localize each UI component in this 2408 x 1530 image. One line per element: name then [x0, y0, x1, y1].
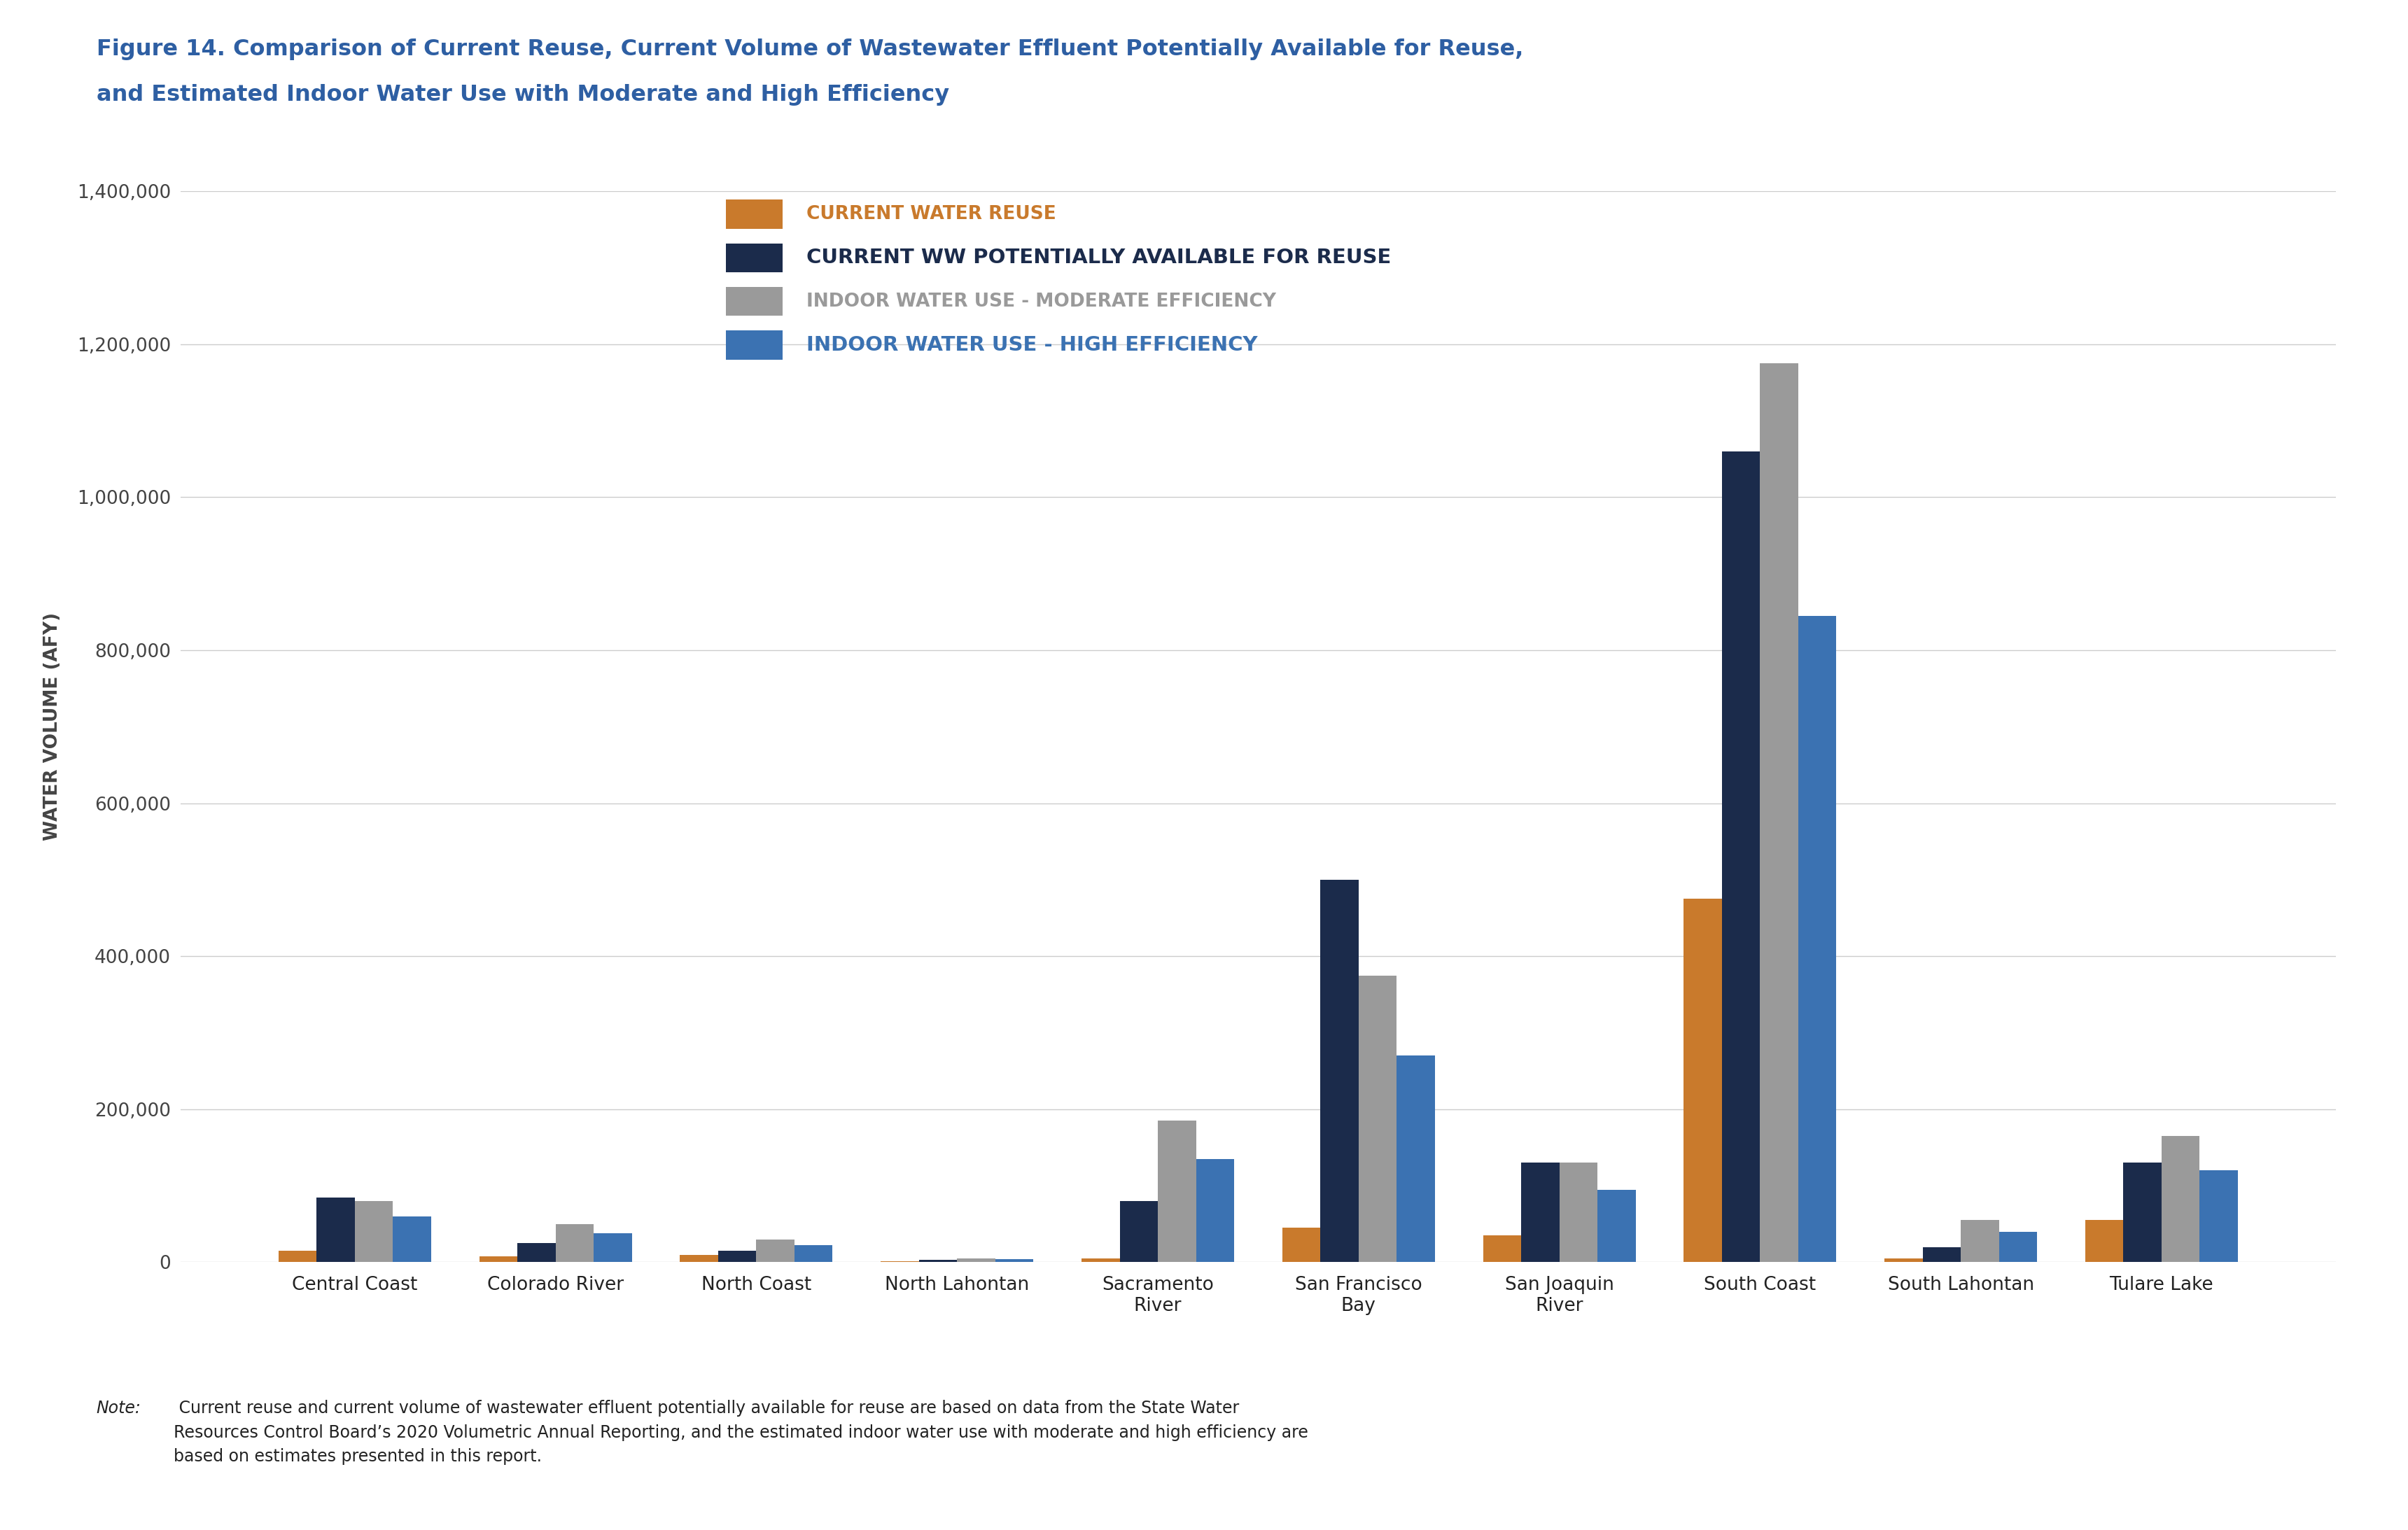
- Bar: [1799, 615, 1837, 1262]
- Bar: [1597, 1190, 1635, 1262]
- Bar: [1397, 1056, 1435, 1262]
- Bar: [393, 1216, 431, 1262]
- Bar: [956, 1258, 995, 1262]
- Bar: [2162, 1135, 2199, 1262]
- Bar: [1922, 1247, 1960, 1262]
- Bar: [727, 286, 783, 315]
- Y-axis label: WATER VOLUME (AFY): WATER VOLUME (AFY): [43, 612, 60, 842]
- Bar: [1158, 1120, 1197, 1262]
- Bar: [2199, 1170, 2237, 1262]
- Bar: [479, 1256, 518, 1262]
- Bar: [595, 1233, 631, 1262]
- Bar: [318, 1196, 354, 1262]
- Bar: [2124, 1163, 2162, 1262]
- Bar: [1320, 880, 1358, 1262]
- Text: INDOOR WATER USE - HIGH EFFICIENCY: INDOOR WATER USE - HIGH EFFICIENCY: [807, 335, 1257, 355]
- Bar: [1960, 1219, 1999, 1262]
- Bar: [920, 1259, 956, 1262]
- Bar: [727, 199, 783, 228]
- Bar: [727, 243, 783, 272]
- Bar: [679, 1255, 718, 1262]
- Bar: [1760, 363, 1799, 1262]
- Bar: [556, 1224, 595, 1262]
- Text: Figure 14. Comparison of Current Reuse, Current Volume of Wastewater Effluent Po: Figure 14. Comparison of Current Reuse, …: [96, 38, 1524, 60]
- Text: Note:: Note:: [96, 1400, 142, 1417]
- Bar: [756, 1239, 795, 1262]
- Bar: [795, 1245, 833, 1262]
- Bar: [354, 1201, 393, 1262]
- Text: Current reuse and current volume of wastewater effluent potentially available fo: Current reuse and current volume of wast…: [173, 1400, 1308, 1464]
- Bar: [1358, 976, 1397, 1262]
- Bar: [727, 330, 783, 360]
- Bar: [1683, 898, 1722, 1262]
- Bar: [1081, 1258, 1120, 1262]
- Text: CURRENT WATER REUSE: CURRENT WATER REUSE: [807, 205, 1057, 223]
- Text: INDOOR WATER USE - MODERATE EFFICIENCY: INDOOR WATER USE - MODERATE EFFICIENCY: [807, 292, 1276, 311]
- Bar: [279, 1250, 318, 1262]
- Bar: [1999, 1232, 2037, 1262]
- Bar: [1197, 1160, 1233, 1262]
- Bar: [1283, 1227, 1320, 1262]
- Bar: [1560, 1163, 1597, 1262]
- Bar: [1120, 1201, 1158, 1262]
- Bar: [1483, 1235, 1522, 1262]
- Bar: [718, 1250, 756, 1262]
- Text: and Estimated Indoor Water Use with Moderate and High Efficiency: and Estimated Indoor Water Use with Mode…: [96, 84, 949, 106]
- Bar: [1522, 1163, 1560, 1262]
- Bar: [2085, 1219, 2124, 1262]
- Bar: [1885, 1258, 1922, 1262]
- Bar: [1722, 451, 1760, 1262]
- Bar: [995, 1259, 1033, 1262]
- Bar: [518, 1242, 556, 1262]
- Text: CURRENT WW POTENTIALLY AVAILABLE FOR REUSE: CURRENT WW POTENTIALLY AVAILABLE FOR REU…: [807, 248, 1392, 268]
